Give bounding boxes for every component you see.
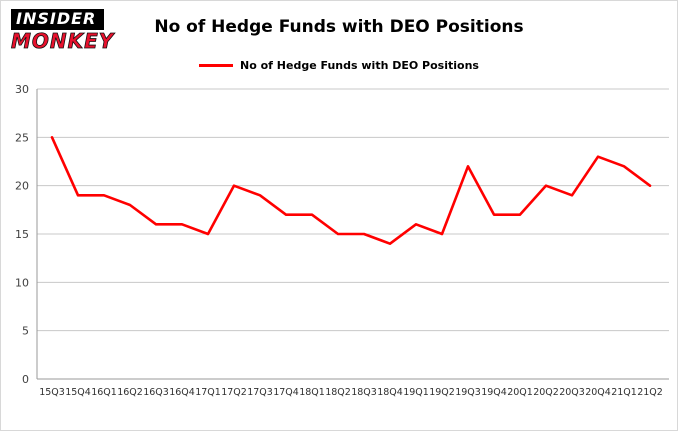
- x-tick-label: 19Q3: [455, 387, 481, 398]
- x-tick-label: 17Q1: [195, 387, 221, 398]
- x-tick-label: 16Q3: [143, 387, 169, 398]
- x-tick-label: 18Q3: [351, 387, 377, 398]
- x-tick-label: 17Q2: [221, 387, 247, 398]
- x-tick-label: 19Q2: [429, 387, 455, 398]
- x-tick-label: 18Q4: [377, 387, 403, 398]
- y-tick-label: 5: [22, 325, 29, 338]
- x-tick-label: 20Q3: [559, 387, 585, 398]
- x-tick-label: 19Q1: [403, 387, 429, 398]
- y-tick-label: 0: [22, 373, 29, 386]
- x-tick-label: 21Q2: [637, 387, 663, 398]
- legend: No of Hedge Funds with DEO Positions: [1, 59, 677, 72]
- legend-line-swatch: [199, 64, 234, 67]
- x-tick-label: 16Q2: [117, 387, 143, 398]
- insider-monkey-logo: INSIDER MONKEY: [11, 9, 114, 52]
- x-tick-label: 16Q4: [169, 387, 195, 398]
- x-tick-label: 21Q1: [611, 387, 637, 398]
- y-tick-label: 30: [15, 83, 29, 96]
- x-tick-label: 18Q2: [325, 387, 351, 398]
- legend-label: No of Hedge Funds with DEO Positions: [240, 59, 479, 72]
- x-tick-label: 18Q1: [299, 387, 325, 398]
- y-tick-label: 25: [15, 131, 29, 144]
- x-tick-label: 20Q2: [533, 387, 559, 398]
- chart-title: No of Hedge Funds with DEO Positions: [154, 17, 524, 37]
- y-tick-label: 20: [15, 180, 29, 193]
- y-tick-label: 10: [15, 276, 29, 289]
- logo-monkey-text: MONKEY: [11, 28, 115, 53]
- x-tick-label: 17Q4: [273, 387, 299, 398]
- x-tick-label: 20Q4: [585, 387, 611, 398]
- x-tick-label: 16Q1: [91, 387, 117, 398]
- x-tick-label: 15Q4: [65, 387, 91, 398]
- series-line-hedge-funds: [50, 136, 652, 245]
- logo-insider-text: INSIDER: [11, 9, 105, 30]
- x-tick-label: 20Q1: [507, 387, 533, 398]
- x-tick-label: 17Q3: [247, 387, 273, 398]
- x-tick-label: 15Q3: [39, 387, 65, 398]
- y-tick-label: 15: [15, 228, 29, 241]
- x-tick-label: 19Q4: [481, 387, 507, 398]
